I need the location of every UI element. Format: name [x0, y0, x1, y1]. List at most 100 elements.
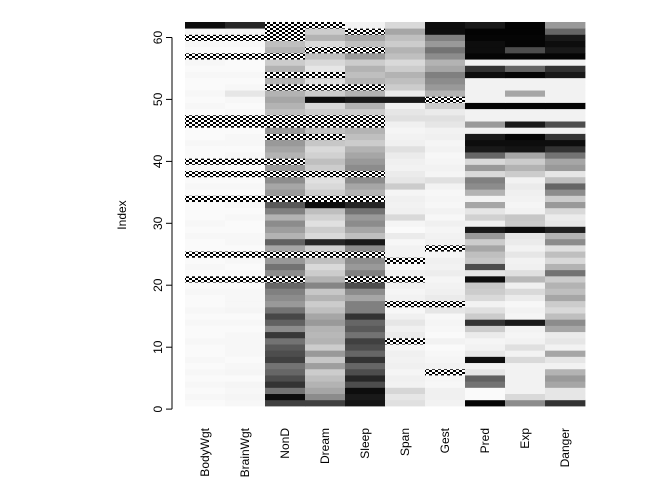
heatmap-cell [465, 46, 506, 54]
heatmap-cell [225, 375, 266, 382]
heatmap-cell [225, 114, 266, 122]
heatmap-cell [425, 306, 466, 314]
heatmap-cell [225, 145, 266, 153]
heatmap-cell [545, 164, 586, 172]
heatmap-cell [225, 158, 266, 165]
heatmap-cell [305, 300, 346, 308]
heatmap-cell [505, 306, 546, 314]
heatmap-cell [265, 344, 306, 351]
heatmap-cell [265, 90, 306, 97]
heatmap-cell [185, 77, 226, 85]
heatmap-cell [305, 294, 346, 302]
heatmap-cell [305, 214, 346, 221]
heatmap-cell [545, 232, 586, 240]
heatmap-cell [185, 220, 226, 227]
heatmap-cell [505, 238, 546, 246]
heatmap-cell [305, 313, 346, 320]
heatmap-cell [225, 244, 266, 252]
heatmap-cell [545, 337, 586, 345]
heatmap-cell [305, 263, 346, 271]
heatmap-cell [265, 46, 306, 54]
heatmap-cell [185, 282, 226, 289]
heatmap-cell [545, 46, 586, 54]
heatmap-cell [505, 40, 546, 48]
heatmap-cell [545, 275, 586, 283]
heatmap-cell [345, 226, 386, 233]
heatmap-cell [465, 152, 506, 159]
heatmap-cell [545, 319, 586, 326]
heatmap-cell [345, 350, 386, 357]
heatmap-cell [185, 226, 226, 233]
heatmap-cell [225, 102, 266, 110]
heatmap-cell [505, 152, 546, 159]
heatmap-cell [385, 257, 426, 264]
heatmap-cell [545, 108, 586, 116]
heatmap-cell [225, 300, 266, 308]
heatmap-cell [425, 121, 466, 128]
heatmap-cell [185, 83, 226, 91]
heatmap-cell [385, 232, 426, 240]
heatmap-cell [505, 288, 546, 295]
heatmap-cell [425, 325, 466, 333]
heatmap-cell [225, 214, 266, 221]
heatmap-cell [345, 40, 386, 48]
heatmap-cell [305, 207, 346, 215]
heatmap-cell [425, 337, 466, 345]
heatmap-cell [425, 288, 466, 295]
heatmap-cell [265, 238, 306, 246]
heatmap-cell [505, 102, 546, 110]
heatmap-cell [345, 381, 386, 388]
heatmap-cell [425, 83, 466, 91]
heatmap-cell [345, 96, 386, 103]
heatmap-cell [545, 71, 586, 79]
heatmap-cell [465, 393, 506, 401]
heatmap-cell [385, 77, 426, 85]
heatmap-cell [185, 108, 226, 116]
heatmap-cell [425, 145, 466, 153]
heatmap-cell [425, 108, 466, 116]
heatmap-cell [305, 114, 346, 122]
heatmap-cell [425, 251, 466, 258]
heatmap-cell [425, 164, 466, 172]
heatmap-cell [265, 183, 306, 190]
heatmap-cell [545, 139, 586, 147]
heatmap-cell [305, 331, 346, 339]
y-axis: 0 10 20 30 40 50 60 [151, 31, 173, 412]
x-column-label: BrainWgt [238, 427, 252, 477]
heatmap-cell [345, 337, 386, 345]
heatmap-cell [185, 350, 226, 357]
heatmap-cell [545, 306, 586, 314]
heatmap-cell [305, 71, 346, 79]
heatmap-cell [225, 368, 266, 376]
heatmap-cell [545, 269, 586, 277]
heatmap-cell [425, 282, 466, 289]
heatmap-cell [265, 65, 306, 72]
heatmap-cell [225, 344, 266, 351]
heatmap-cell [225, 40, 266, 48]
heatmap-cell [225, 65, 266, 72]
heatmap-cell [545, 282, 586, 289]
heatmap-cell [545, 387, 586, 395]
heatmap-cell [185, 244, 226, 252]
heatmap-cell [425, 176, 466, 184]
heatmap-cell [345, 114, 386, 122]
heatmap-cell [185, 362, 226, 370]
heatmap-cell [545, 313, 586, 320]
heatmap-cell [305, 28, 346, 35]
heatmap-cell [465, 158, 506, 165]
heatmap-cell [465, 313, 506, 320]
heatmap-cell [545, 65, 586, 72]
heatmap-cell [465, 133, 506, 141]
heatmap-cell [545, 226, 586, 233]
heatmap-cell [465, 337, 506, 345]
heatmap-cell [185, 331, 226, 339]
heatmap-cell [425, 152, 466, 159]
heatmap-cell [505, 331, 546, 339]
heatmap-cell [505, 164, 546, 172]
heatmap-cell [465, 257, 506, 264]
heatmap-cell [465, 114, 506, 122]
heatmap-cell [185, 59, 226, 66]
heatmap-cell [425, 65, 466, 72]
heatmap-cell [425, 356, 466, 364]
